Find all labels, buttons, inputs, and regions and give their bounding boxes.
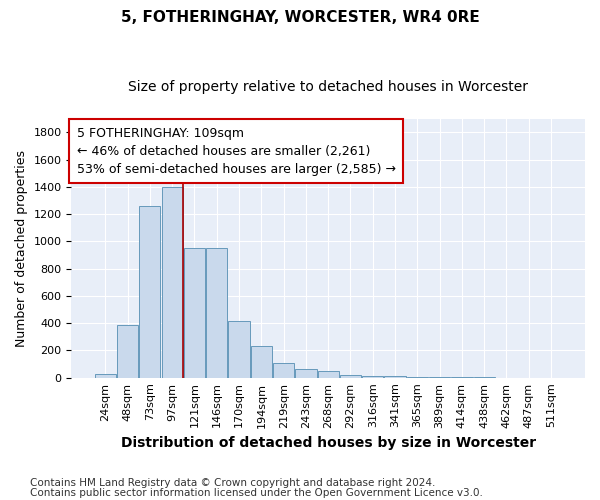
Y-axis label: Number of detached properties: Number of detached properties	[15, 150, 28, 346]
Text: Contains HM Land Registry data © Crown copyright and database right 2024.: Contains HM Land Registry data © Crown c…	[30, 478, 436, 488]
Bar	[184, 248, 205, 378]
Bar	[139, 206, 160, 378]
Text: 5 FOTHERINGHAY: 109sqm
← 46% of detached houses are smaller (2,261)
53% of semi-: 5 FOTHERINGHAY: 109sqm ← 46% of detached…	[77, 126, 395, 176]
Bar	[229, 321, 250, 378]
Title: Size of property relative to detached houses in Worcester: Size of property relative to detached ho…	[128, 80, 528, 94]
Bar	[385, 376, 406, 378]
X-axis label: Distribution of detached houses by size in Worcester: Distribution of detached houses by size …	[121, 436, 536, 450]
Text: Contains public sector information licensed under the Open Government Licence v3: Contains public sector information licen…	[30, 488, 483, 498]
Bar	[161, 187, 183, 378]
Bar	[340, 375, 361, 378]
Bar	[295, 369, 317, 378]
Bar	[317, 371, 339, 378]
Text: 5, FOTHERINGHAY, WORCESTER, WR4 0RE: 5, FOTHERINGHAY, WORCESTER, WR4 0RE	[121, 10, 479, 25]
Bar	[407, 377, 428, 378]
Bar	[117, 325, 138, 378]
Bar	[273, 362, 294, 378]
Bar	[95, 374, 116, 378]
Bar	[206, 248, 227, 378]
Bar	[251, 346, 272, 378]
Bar	[362, 376, 383, 378]
